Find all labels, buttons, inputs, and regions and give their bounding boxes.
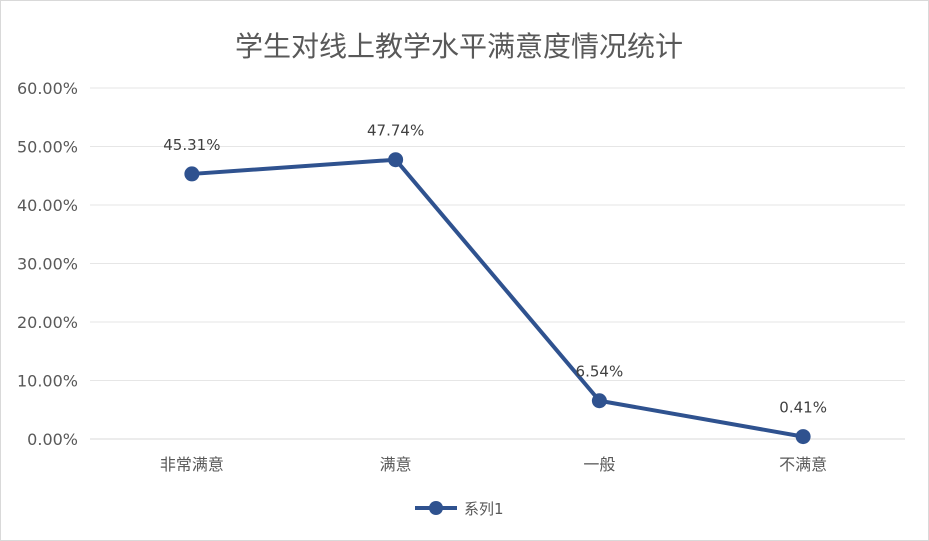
data-label: 45.31% [163, 136, 220, 154]
legend-marker-swatch [429, 501, 443, 515]
y-tick-label: 30.00% [17, 255, 78, 274]
x-category-label: 一般 [583, 455, 615, 474]
x-axis-category-labels: 非常满意 满意 一般 不满意 [160, 455, 827, 474]
data-point [795, 429, 811, 445]
data-point [591, 393, 607, 409]
y-tick-label: 20.00% [17, 313, 78, 332]
legend-label: 系列1 [464, 500, 504, 518]
data-label: 0.41% [779, 399, 827, 417]
y-tick-label: 10.00% [17, 372, 78, 391]
y-tick-label: 50.00% [17, 138, 78, 157]
chart-title: 学生对线上教学水平满意度情况统计 [235, 30, 683, 63]
x-category-label: 满意 [380, 455, 412, 474]
y-tick-label: 60.00% [17, 79, 78, 98]
series-line [189, 157, 806, 439]
series-group: 45.31% 47.74% 6.54% 0.41% [163, 122, 827, 445]
gridlines [90, 87, 905, 440]
legend: 系列1 [415, 500, 504, 518]
data-label: 47.74% [367, 122, 424, 140]
data-point [184, 166, 200, 182]
data-label: 6.54% [576, 363, 624, 381]
data-point [388, 152, 404, 168]
y-tick-label: 40.00% [17, 196, 78, 215]
x-category-label: 非常满意 [160, 455, 224, 474]
y-tick-label: 0.00% [27, 430, 78, 449]
x-category-label: 不满意 [779, 455, 827, 474]
y-axis-tick-labels: 0.00% 10.00% 20.00% 30.00% 40.00% 50.00% 60.00… [17, 79, 78, 449]
